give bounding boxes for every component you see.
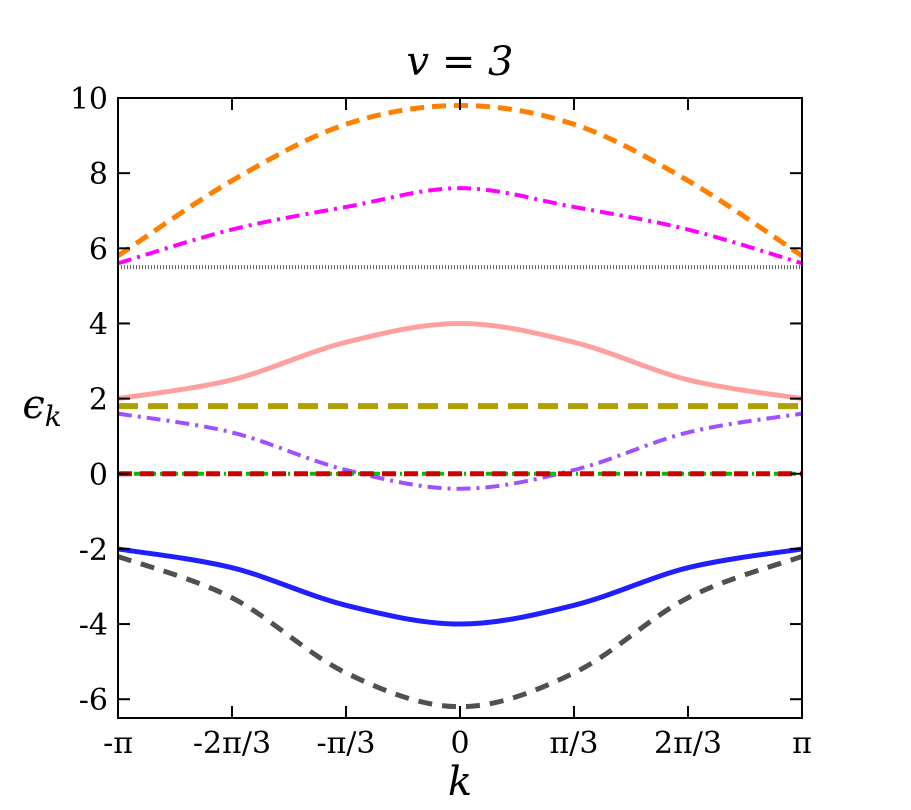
x-tick-label: π: [792, 726, 812, 761]
y-tick-label: -4: [79, 608, 108, 643]
series-layer: [116, 103, 804, 710]
series-line-2: [117, 186, 803, 266]
y-tick-label: 6: [89, 232, 108, 267]
y-tick-label: 4: [89, 307, 108, 342]
y-tick-label: -6: [79, 683, 108, 718]
y-tick-label: 2: [89, 383, 108, 418]
series-line-9: [117, 546, 803, 627]
y-tick-label: -2: [79, 533, 108, 568]
series-line-1: [116, 103, 804, 258]
x-tick-label: -π: [103, 726, 133, 761]
series-line-10: [117, 554, 803, 710]
x-tick-label: π/3: [550, 726, 599, 761]
ticks-layer: -π -2π/3 -π/3 0 π/3 2π/3 π -6 -4 -2 0 2 4 6 8 10: [70, 82, 812, 761]
series-line-6: [117, 411, 803, 491]
x-tick-label: -2π/3: [193, 726, 271, 761]
y-axis-label: ϵk: [22, 382, 61, 433]
x-tick-label: 2π/3: [654, 726, 722, 761]
y-tick-label: 10: [70, 82, 108, 117]
x-axis-label: k: [448, 759, 472, 805]
x-tick-label: 0: [450, 726, 469, 761]
series-line-4: [117, 320, 803, 402]
y-tick-label: 8: [89, 157, 108, 192]
y-tick-label: 0: [89, 458, 108, 493]
chart-title: v = 3: [407, 39, 514, 85]
x-tick-label: -π/3: [316, 726, 375, 761]
